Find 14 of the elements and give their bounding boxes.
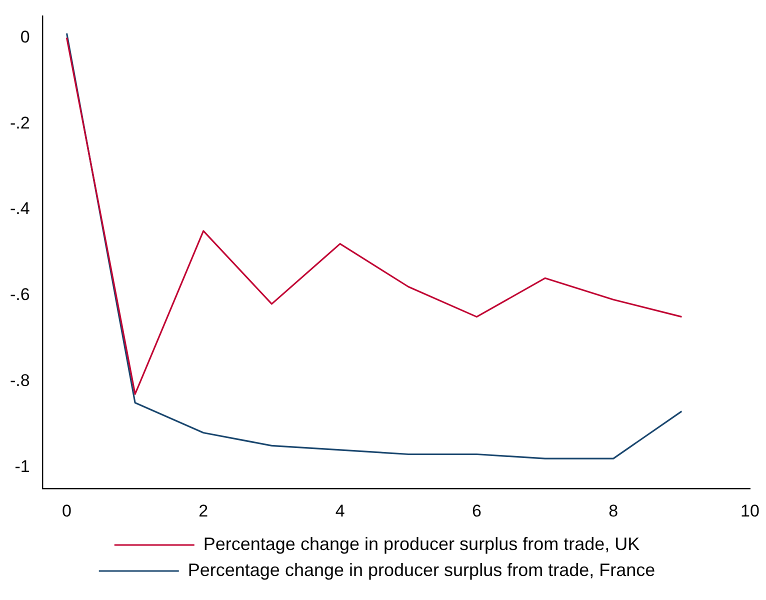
x-tick-label: 10 bbox=[740, 501, 760, 520]
y-tick-label: -.6 bbox=[10, 285, 30, 304]
x-tick-label: 6 bbox=[472, 501, 482, 520]
y-tick-label: -.2 bbox=[10, 113, 30, 132]
y-tick-label: 0 bbox=[20, 27, 30, 46]
y-tick-label: -.4 bbox=[10, 199, 30, 218]
x-tick-label: 4 bbox=[335, 501, 345, 520]
y-tick-label: -1 bbox=[14, 456, 30, 476]
x-tick-label: 8 bbox=[608, 501, 618, 520]
x-tick-label: 2 bbox=[198, 501, 208, 520]
x-tick-label: 0 bbox=[62, 501, 72, 520]
legend-label: Percentage change in producer surplus from trade, UK bbox=[203, 534, 640, 554]
legend-label: Percentage change in producer surplus from trade, France bbox=[188, 560, 656, 580]
y-tick-label: -.8 bbox=[10, 370, 30, 390]
